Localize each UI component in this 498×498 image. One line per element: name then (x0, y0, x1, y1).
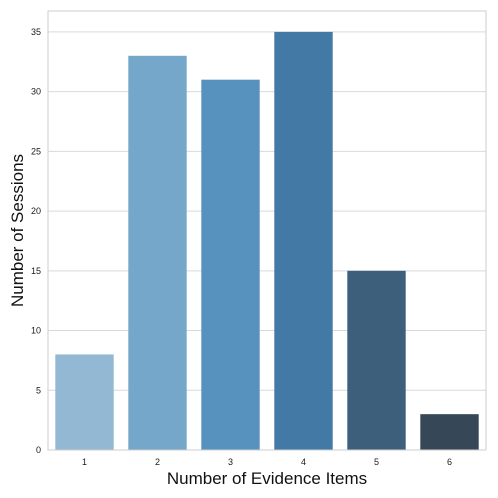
plot-frame (47, 10, 487, 451)
y-tick-labels: 0 5 10 15 20 25 30 35 (31, 27, 41, 455)
bar-4 (274, 31, 333, 451)
y-tick-label: 20 (31, 206, 41, 216)
x-tick-label: 2 (155, 457, 160, 467)
bar-3 (201, 79, 260, 450)
x-tick-label: 4 (301, 457, 306, 467)
x-tick-label: 6 (447, 457, 452, 467)
bar-1 (55, 354, 114, 450)
y-tick-label: 35 (31, 27, 41, 37)
bar-6 (420, 414, 479, 450)
x-tick-label: 3 (228, 457, 233, 467)
bars (55, 31, 479, 451)
y-tick-label: 30 (31, 87, 41, 97)
grid-lines (48, 31, 486, 451)
y-tick-label: 15 (31, 266, 41, 276)
y-tick-label: 10 (31, 326, 41, 336)
bar-2 (128, 55, 187, 450)
y-tick-label: 25 (31, 146, 41, 156)
y-tick-label: 0 (36, 445, 41, 455)
x-tick-label: 5 (374, 457, 379, 467)
x-tick-labels: 1 2 3 4 5 6 (82, 457, 452, 467)
x-axis-title: Number of Evidence Items (167, 469, 367, 488)
y-tick-label: 5 (36, 385, 41, 395)
x-tick-label: 1 (82, 457, 87, 467)
y-axis-title: Number of Sessions (8, 154, 27, 307)
bar-5 (347, 270, 406, 450)
